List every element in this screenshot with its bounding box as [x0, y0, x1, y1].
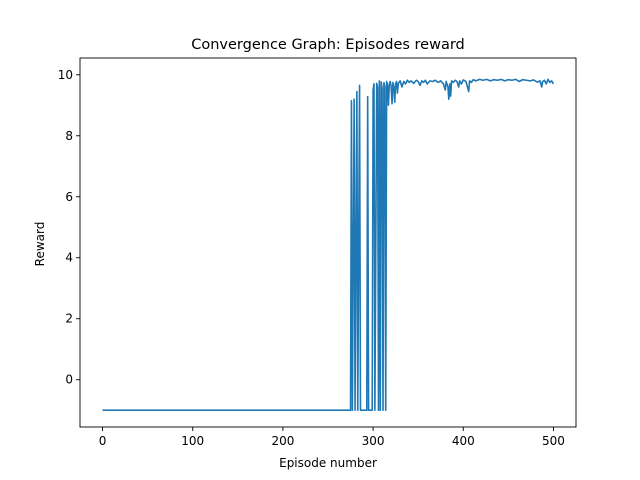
plot-area: 0 100 200 300 400 500 0 2 4 6 8 10: [58, 57, 577, 448]
y-tick-label: 0: [65, 373, 73, 387]
x-tick-label: 0: [99, 434, 107, 448]
y-axis-title: Reward: [33, 222, 47, 267]
x-axis-title: Episode number: [279, 456, 377, 470]
y-ticks: 0 2 4 6 8 10: [58, 68, 80, 387]
x-tick-label: 400: [452, 434, 475, 448]
x-ticks: 0 100 200 300 400 500: [99, 427, 565, 448]
y-tick-label: 4: [65, 251, 73, 265]
series-line: [102, 78, 555, 412]
y-tick-label: 8: [65, 129, 73, 143]
y-tick-label: 10: [58, 68, 73, 82]
y-tick-label: 6: [65, 190, 73, 204]
y-tick-label: 2: [65, 312, 73, 326]
axes-frame: [79, 57, 577, 428]
chart-title: Convergence Graph: Episodes reward: [191, 37, 465, 53]
x-tick-label: 300: [362, 434, 385, 448]
x-tick-label: 500: [542, 434, 565, 448]
x-tick-label: 200: [271, 434, 294, 448]
x-tick-label: 100: [181, 434, 204, 448]
